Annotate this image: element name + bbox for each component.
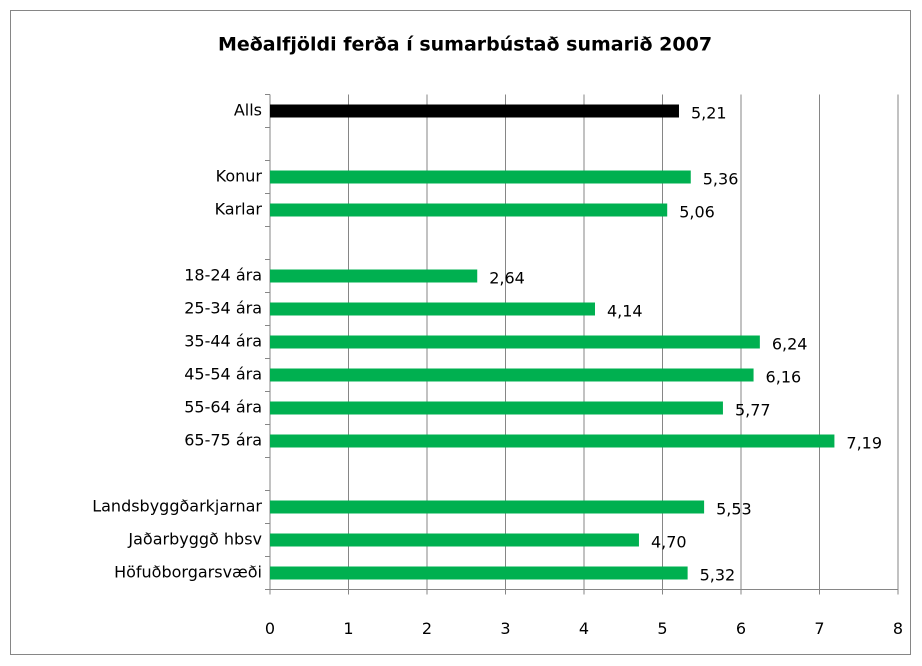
bar: [270, 434, 835, 448]
chart-title: Meðalfjöldi ferða í sumarbústað sumarið …: [218, 34, 712, 56]
y-tick-label: Karlar: [215, 200, 263, 219]
data-label: 4,70: [651, 533, 687, 552]
x-tick-label: 7: [814, 619, 824, 638]
bar: [270, 368, 754, 382]
bar: [270, 533, 639, 547]
x-tick-label: 2: [422, 619, 432, 638]
x-tick-label: 0: [265, 619, 275, 638]
y-tick-label: 65-75 ára: [184, 431, 262, 450]
bar: [270, 500, 705, 514]
bar: [270, 170, 691, 184]
bar: [270, 104, 679, 118]
x-tick-label: 8: [893, 619, 903, 638]
data-label: 6,24: [772, 335, 808, 354]
bar: [270, 302, 595, 316]
x-tick-label: 6: [736, 619, 746, 638]
data-label: 4,14: [607, 302, 643, 321]
y-tick-label: Landsbyggðarkjarnar: [92, 497, 262, 516]
data-label: 6,16: [766, 368, 802, 387]
y-tick-label: 45-54 ára: [184, 365, 262, 384]
data-label: 5,53: [716, 500, 752, 519]
chart-frame: [10, 10, 911, 655]
x-tick-label: 5: [657, 619, 667, 638]
y-tick-label: 25-34 ára: [184, 299, 262, 318]
data-label: 5,32: [700, 566, 736, 585]
y-tick-label: Konur: [216, 167, 263, 186]
y-tick-label: 55-64 ára: [184, 398, 262, 417]
y-tick-label: Alls: [234, 101, 262, 120]
data-label: 5,21: [691, 104, 727, 123]
bar: [270, 566, 688, 580]
bar: [270, 269, 478, 283]
data-label: 5,77: [735, 401, 771, 420]
data-label: 7,19: [846, 434, 882, 453]
data-label: 2,64: [489, 269, 525, 288]
bar: [270, 335, 760, 349]
x-tick-label: 4: [579, 619, 589, 638]
y-tick-label: Jaðarbyggð hbsv: [127, 530, 262, 549]
bar: [270, 203, 668, 217]
bar: [270, 401, 723, 415]
y-tick-label: 18-24 ára: [184, 266, 262, 285]
y-tick-label: Höfuðborgarsvæði: [114, 563, 262, 582]
y-tick-label: 35-44 ára: [184, 332, 262, 351]
x-tick-label: 3: [500, 619, 510, 638]
data-label: 5,36: [703, 170, 739, 189]
data-label: 5,06: [679, 203, 715, 222]
x-tick-label: 1: [343, 619, 353, 638]
